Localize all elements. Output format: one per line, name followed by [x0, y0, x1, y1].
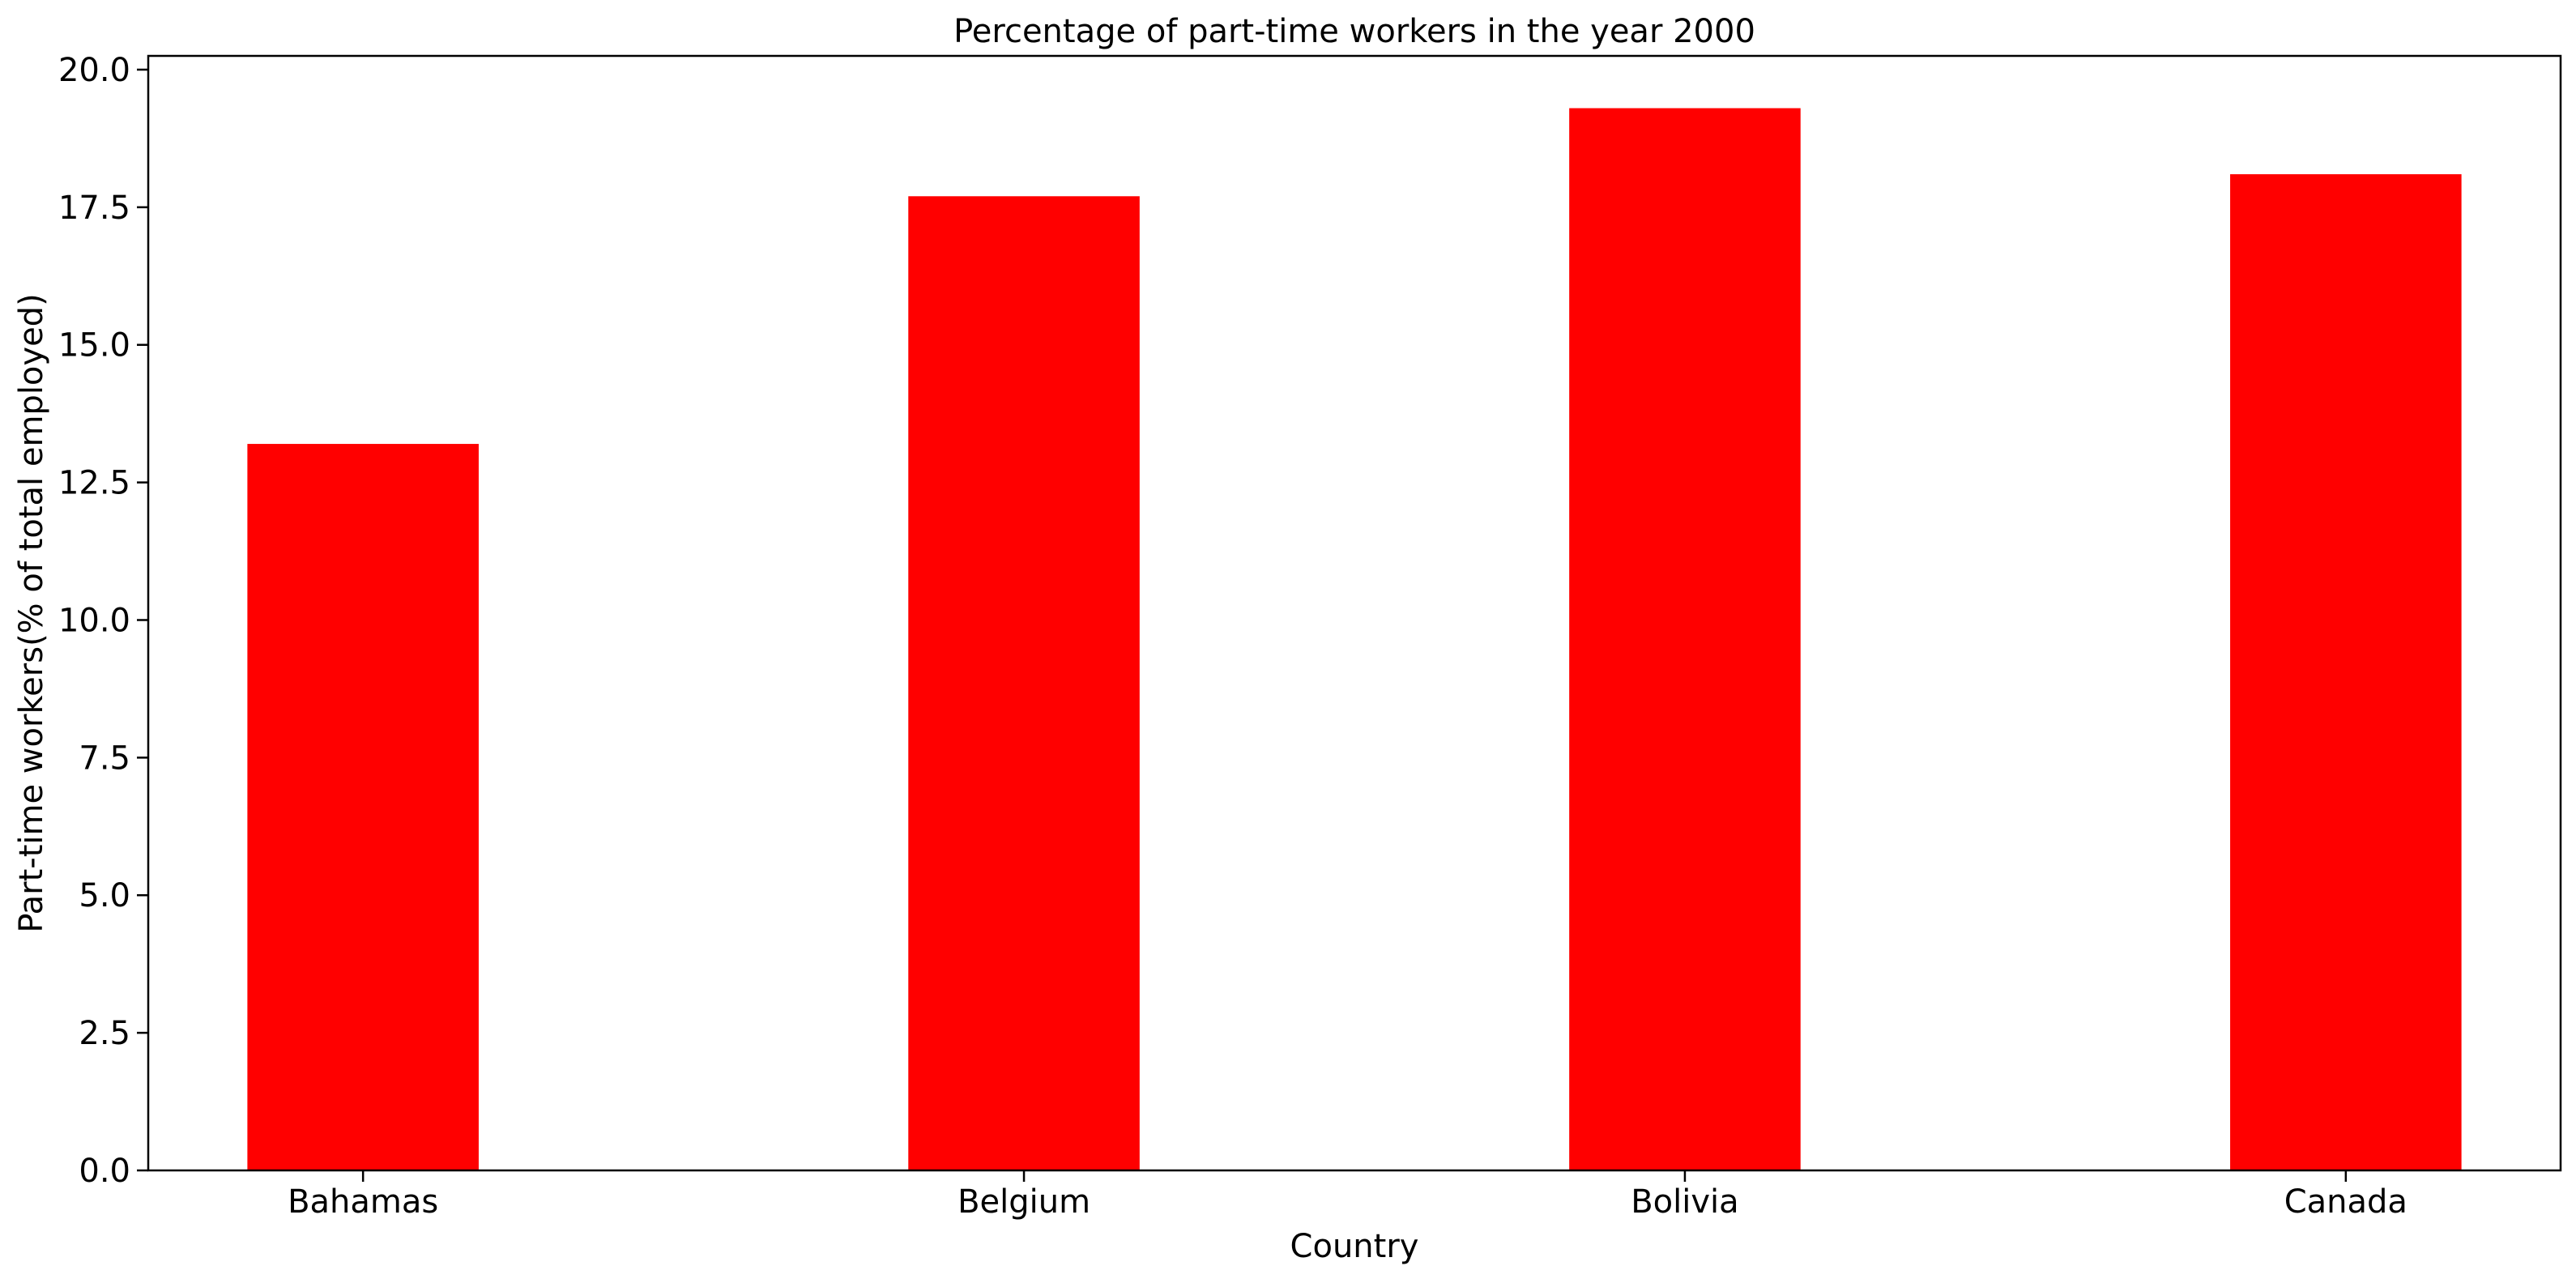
- y-tick-label: 2.5: [79, 1015, 130, 1052]
- y-axis-ticks: 0.0 2.5 5.0 7.5 10.0 12.5 15.0 17.5 20.0: [58, 52, 148, 1190]
- bar-bahamas: [247, 444, 479, 1170]
- x-axis-title: Country: [1290, 1228, 1419, 1265]
- y-tick-label: 15.0: [58, 327, 130, 364]
- y-tick-label: 5.0: [79, 877, 130, 914]
- y-tick-label: 7.5: [79, 740, 130, 777]
- x-tick-label: Bahamas: [288, 1183, 438, 1221]
- chart-title: Percentage of part-time workers in the y…: [953, 13, 1755, 50]
- y-tick-label: 10.0: [58, 602, 130, 639]
- y-tick-label: 17.5: [58, 190, 130, 227]
- bar-bolivia: [1569, 108, 1801, 1170]
- y-tick-label: 12.5: [58, 465, 130, 502]
- x-tick-label: Belgium: [957, 1183, 1090, 1221]
- bar-canada: [2230, 174, 2462, 1170]
- x-tick-label: Canada: [2284, 1183, 2408, 1221]
- plot-frame: [147, 54, 2562, 1172]
- y-axis-title: Part-time workers(% of total employed): [13, 293, 50, 932]
- bar-belgium: [908, 196, 1140, 1171]
- bars-group: [247, 108, 2462, 1171]
- x-axis-ticks: Bahamas Belgium Bolivia Canada: [288, 1170, 2408, 1221]
- x-tick-label: Bolivia: [1631, 1183, 1738, 1221]
- y-tick-label: 0.0: [79, 1153, 130, 1190]
- y-tick-label: 20.0: [58, 52, 130, 89]
